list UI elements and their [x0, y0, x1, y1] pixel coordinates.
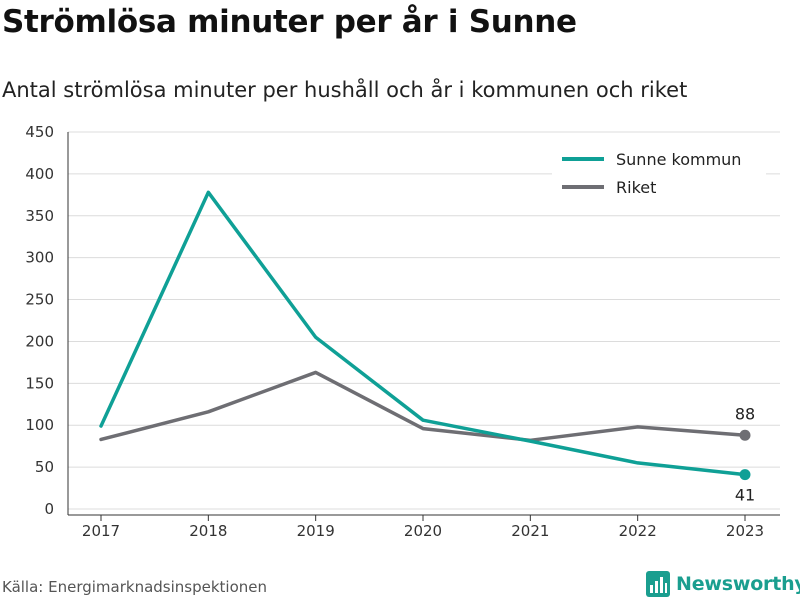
y-tick-label: 50 [35, 458, 54, 476]
y-tick-label: 200 [25, 332, 54, 350]
y-tick-label: 150 [25, 374, 54, 392]
x-tick-label: 2017 [82, 522, 120, 540]
y-tick-label: 350 [25, 207, 54, 225]
end-label-riket: 88 [735, 404, 755, 423]
y-tick-label: 250 [25, 291, 54, 309]
chart-title: Strömlösa minuter per år i Sunne [2, 4, 577, 40]
newsworthy-logo: Newsworthy [646, 570, 800, 598]
x-tick-label: 2022 [619, 522, 657, 540]
gridlines [68, 131, 780, 510]
legend-box [552, 145, 766, 207]
source-note: Källa: Energimarknadsinspektionen [2, 578, 268, 596]
bar-chart-icon [646, 571, 670, 597]
end-point-riket [739, 429, 751, 441]
y-axis-ticks: 0 50 100 150 200 250 300 350 400 450 [25, 123, 54, 518]
x-tick-label: 2019 [297, 522, 335, 540]
y-tick-label: 450 [25, 123, 54, 141]
y-tick-label: 100 [25, 416, 54, 434]
legend-label: Riket [616, 178, 656, 197]
line-chart: 0 50 100 150 200 250 300 350 400 450 2017 2018 2019… [25, 123, 780, 540]
x-tick-label: 2023 [726, 522, 764, 540]
series-line-riket [99, 370, 747, 443]
series-lines: 88 41 [99, 190, 755, 505]
x-tick-label: 2021 [511, 522, 549, 540]
brand-name: Newsworthy [676, 573, 800, 595]
x-tick-label: 2018 [189, 522, 227, 540]
legend-label: Sunne kommun [616, 150, 741, 169]
legend: Sunne kommun Riket [552, 145, 766, 207]
end-label-sunne: 41 [735, 486, 755, 505]
chart-subtitle: Antal strömlösa minuter per hushåll och … [2, 78, 688, 102]
y-tick-label: 300 [25, 249, 54, 267]
y-tick-label: 400 [25, 165, 54, 183]
series-line-sunne [99, 190, 747, 477]
x-tick-label: 2020 [404, 522, 442, 540]
x-axis: 2017 2018 2019 2020 2021 2022 2023 [67, 132, 780, 540]
end-point-sunne [739, 469, 751, 481]
y-tick-label: 0 [44, 500, 54, 518]
